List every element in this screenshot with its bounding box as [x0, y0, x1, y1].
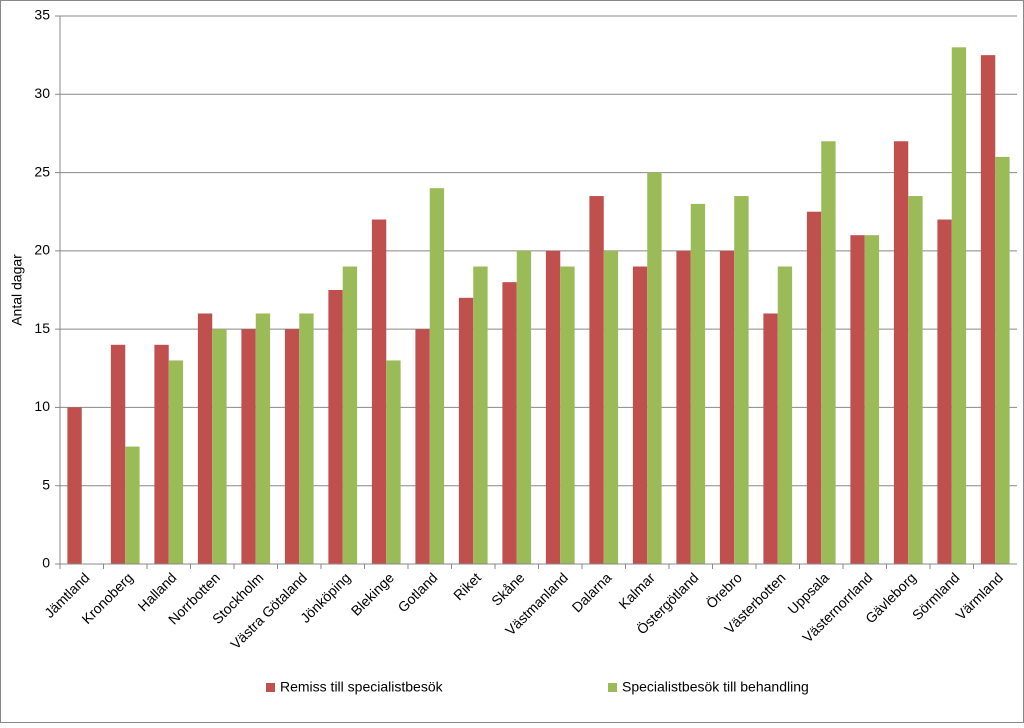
bar: [647, 172, 662, 565]
bar: [473, 266, 488, 564]
bar: [560, 266, 575, 564]
bar: [415, 329, 430, 564]
y-tick-label: 35: [34, 7, 50, 23]
bar: [806, 211, 822, 564]
bar: [603, 250, 619, 564]
bar: [632, 266, 648, 564]
bar: [67, 407, 82, 564]
y-tick-label: 15: [34, 320, 50, 336]
bar: [589, 196, 604, 565]
legend-label: Remiss till specialistbesök: [280, 679, 444, 695]
bar: [371, 219, 387, 565]
bar: [908, 196, 923, 565]
bar: [299, 313, 314, 564]
bar: [690, 203, 706, 564]
y-tick-label: 25: [34, 163, 50, 179]
bar: [937, 219, 952, 565]
bar: [893, 141, 909, 564]
bar: [284, 329, 300, 564]
legend-marker: [266, 683, 275, 692]
bar: [241, 329, 256, 564]
bar: [502, 282, 517, 564]
bar: [821, 141, 836, 564]
bar: [516, 250, 532, 564]
bar: [386, 360, 401, 564]
bar: [719, 250, 735, 564]
y-axis-label: Antal dagar: [9, 254, 25, 326]
bar: [995, 156, 1010, 564]
bar: [458, 297, 474, 564]
bar: [850, 235, 865, 564]
bar: [429, 188, 445, 564]
bar: [734, 196, 749, 565]
bar: [676, 250, 691, 564]
bar: [255, 313, 271, 564]
y-tick-label: 5: [42, 476, 50, 492]
legend-marker: [608, 683, 617, 692]
y-tick-label: 0: [42, 555, 50, 571]
bar: [197, 313, 213, 564]
bar: [154, 344, 169, 564]
bar: [125, 446, 140, 564]
bar: [980, 55, 996, 565]
legend-label: Specialistbesök till behandling: [622, 679, 809, 695]
bar: [777, 266, 793, 564]
bar: [951, 47, 967, 565]
bar: [212, 329, 227, 564]
bar: [168, 360, 184, 564]
bar: [763, 313, 778, 564]
y-tick-label: 20: [34, 242, 50, 258]
bar: [864, 235, 880, 564]
y-tick-label: 30: [34, 85, 50, 101]
bar: [328, 290, 343, 564]
bar: [342, 266, 358, 564]
bar: [110, 344, 126, 564]
y-tick-label: 10: [34, 398, 50, 414]
bar: [545, 250, 561, 564]
